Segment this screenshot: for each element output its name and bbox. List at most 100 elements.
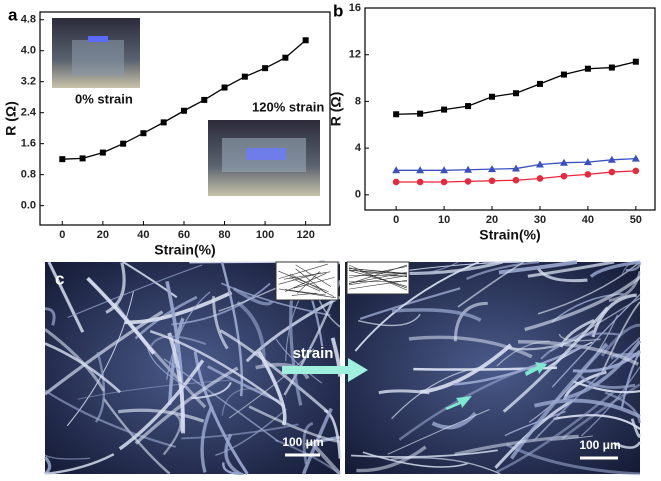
x-tick-label: 40 xyxy=(137,229,149,241)
schematic-line xyxy=(293,277,335,289)
fiber xyxy=(356,445,427,473)
fiber xyxy=(212,296,229,350)
schematic-line xyxy=(278,288,337,299)
fiber xyxy=(362,451,468,468)
marker xyxy=(440,178,448,186)
fiber xyxy=(454,434,579,456)
marker xyxy=(221,84,228,91)
marker xyxy=(392,178,400,186)
arrow-label: strain xyxy=(293,345,334,362)
y-tick-label: 0.8 xyxy=(21,169,36,181)
panel-label: a xyxy=(8,5,18,24)
fiber-arrow xyxy=(525,362,547,376)
plot-frame xyxy=(364,7,656,211)
fiber xyxy=(215,408,287,457)
x-tick-label: 80 xyxy=(218,229,230,241)
schematic-line xyxy=(278,272,321,285)
fiber xyxy=(579,375,636,389)
y-tick-label: 2.4 xyxy=(21,107,37,119)
schematic-lines xyxy=(278,263,408,299)
fiber xyxy=(219,329,330,414)
fiber xyxy=(44,454,91,460)
scale-bar-label: 100 μm xyxy=(282,435,323,449)
y-tick-label: 3.2 xyxy=(21,76,36,88)
fiber xyxy=(420,343,513,394)
x-tick-label: 40 xyxy=(582,214,594,226)
fiber xyxy=(354,261,480,352)
marker xyxy=(584,171,592,178)
fiber xyxy=(502,306,609,413)
fiber xyxy=(625,261,642,272)
y-tick-label: 4.8 xyxy=(21,14,36,26)
marker xyxy=(632,58,639,65)
schematic-line xyxy=(348,268,408,274)
x-tick-label: 30 xyxy=(534,214,546,226)
marker xyxy=(512,90,519,97)
fiber xyxy=(224,433,242,476)
fiber xyxy=(387,408,490,455)
fiber xyxy=(408,335,533,359)
marker xyxy=(511,164,520,172)
annotation: 0% strain xyxy=(75,91,133,106)
fiber xyxy=(245,295,341,363)
marker xyxy=(488,177,496,185)
x-tick-label: 10 xyxy=(438,214,450,226)
schematic-line xyxy=(348,264,408,285)
x-axis-label: Strain(%) xyxy=(154,242,215,258)
fiber xyxy=(351,449,498,458)
marker xyxy=(464,165,473,173)
inset-photo-detail xyxy=(246,148,286,160)
inset-photo-detail xyxy=(72,40,124,76)
fiber xyxy=(540,332,620,360)
marker xyxy=(160,119,167,126)
marker xyxy=(440,166,449,174)
inset-photo-detail xyxy=(88,36,108,42)
schematic-line xyxy=(348,270,408,287)
fiber xyxy=(232,287,274,306)
fiber xyxy=(248,405,341,444)
y-tick-label: 16 xyxy=(349,2,361,14)
fiber xyxy=(604,391,642,424)
fiber xyxy=(544,341,593,370)
panel-label: b xyxy=(333,1,343,20)
marker xyxy=(140,130,147,137)
fiber xyxy=(600,301,641,375)
x-tick-label: 0 xyxy=(393,214,399,226)
fiber xyxy=(630,418,642,438)
y-tick-label: 0 xyxy=(355,189,361,201)
marker xyxy=(99,149,106,156)
fiber xyxy=(257,350,287,426)
schematic-line xyxy=(348,274,408,277)
panel-label: c xyxy=(55,269,64,288)
marker xyxy=(416,178,424,186)
fiber xyxy=(509,342,609,460)
marker xyxy=(583,158,592,166)
fiber xyxy=(532,336,641,442)
fiber xyxy=(534,398,641,419)
fiber xyxy=(466,260,540,280)
schematic-line xyxy=(295,268,327,294)
marker xyxy=(632,167,640,175)
marker xyxy=(241,73,248,80)
x-tick-label: 50 xyxy=(630,214,642,226)
marker xyxy=(120,140,127,147)
fiber xyxy=(47,261,85,333)
fiber xyxy=(613,441,642,449)
marker xyxy=(59,156,66,163)
fiber xyxy=(358,313,421,327)
fiber xyxy=(124,290,233,325)
y-axis-label: R (Ω) xyxy=(3,101,19,136)
fiber xyxy=(44,389,176,448)
marker xyxy=(392,166,401,174)
marker xyxy=(416,166,425,174)
fiber xyxy=(589,260,641,278)
fiber xyxy=(94,351,106,423)
schematic-line xyxy=(348,280,408,283)
x-tick-label: 20 xyxy=(97,229,109,241)
fiber xyxy=(181,423,299,440)
marker xyxy=(302,37,309,44)
annotation: 120% strain xyxy=(252,99,324,114)
schematic-line xyxy=(296,271,320,294)
fiber xyxy=(191,381,232,400)
